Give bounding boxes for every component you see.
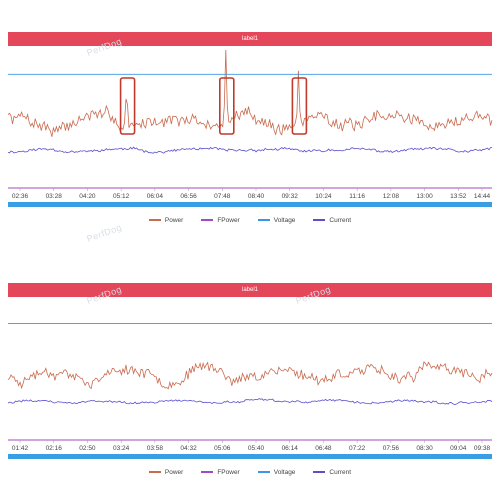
chart-title: label1 (241, 287, 258, 293)
x-tick-label: 09:32 (282, 193, 299, 200)
legend-item-fpower[interactable]: FPower (201, 468, 240, 476)
legend-label: Power (164, 216, 184, 224)
legend-item-power[interactable]: Power (148, 216, 184, 224)
x-tick-label: 09:38 (474, 445, 491, 452)
legend-label: Voltage (273, 216, 296, 224)
time-range-bar (8, 202, 492, 207)
x-tick-label: 05:40 (248, 445, 265, 452)
legend-1: Power FPower Voltage Current (0, 214, 500, 226)
x-tick-label: 13:00 (416, 193, 433, 200)
chart-title-bar: label1 (8, 32, 492, 46)
x-tick-label: 07:22 (349, 445, 366, 452)
x-tick-label: 04:32 (180, 445, 197, 452)
legend-item-voltage[interactable]: Voltage (257, 216, 296, 224)
x-tick-label: 06:56 (180, 193, 197, 200)
x-tick-label: 03:28 (46, 193, 63, 200)
legend-swatch (313, 471, 326, 473)
spike-highlight-box (291, 77, 308, 135)
legend-item-current[interactable]: Current (313, 469, 351, 476)
legend-swatch (201, 219, 214, 221)
x-tick-label: 06:48 (315, 445, 332, 452)
legend-swatch (148, 471, 161, 473)
x-tick-label: 08:40 (248, 193, 265, 200)
x-tick-label: 06:04 (147, 193, 164, 200)
legend-item-current[interactable]: Current (313, 217, 351, 224)
chart-title-bar: label1 (8, 283, 492, 297)
series-line-power (7, 361, 493, 390)
x-tick-label: 10:24 (315, 193, 332, 200)
spike-highlight-box (119, 77, 136, 135)
legend-label: Voltage (273, 468, 296, 476)
x-tick-label: 07:56 (383, 445, 400, 452)
line-chart-1: 02:36 03:28 04:20 05:12 06:04 06:56 07:48 08:40… (7, 50, 493, 207)
x-tick-label: 03:24 (113, 445, 130, 452)
x-tick-label: 14:44 (474, 193, 491, 200)
x-tick-label: 13:52 (450, 193, 467, 200)
chart-panel-1: label1 02:36 03:28 04:20 05:12 06:04 06:56 07:… (0, 32, 500, 244)
chart-title: label1 (241, 36, 258, 42)
x-tick-label: 02:36 (12, 193, 29, 200)
time-range-bar (8, 454, 492, 459)
x-tick-label: 05:06 (214, 445, 231, 452)
x-tick-label: 02:16 (46, 445, 63, 452)
legend-label: FPower (217, 468, 240, 476)
series-line-current (7, 146, 493, 154)
x-tick-label: 04:20 (79, 193, 96, 200)
legend-item-voltage[interactable]: Voltage (257, 468, 296, 476)
legend-swatch (313, 219, 326, 221)
legend-swatch (148, 219, 161, 221)
x-tick-label: 12:08 (383, 193, 400, 200)
x-tick-label: 05:12 (113, 193, 130, 200)
x-tick-label: 07:48 (214, 193, 231, 200)
legend-label: Power (164, 468, 184, 476)
x-tick-label: 02:50 (79, 445, 96, 452)
series-line-current (7, 398, 493, 405)
x-tick-label: 11:16 (349, 193, 365, 200)
x-tick-label: 01:42 (12, 445, 29, 452)
legend-label: Current (329, 468, 352, 476)
series-line-power (7, 50, 493, 137)
legend-label: FPower (217, 216, 240, 224)
spike-highlight-box (219, 77, 235, 135)
chart-panel-2: label1 01:42 02:16 02:50 03:24 03:58 04:32 05:… (0, 250, 500, 500)
x-tick-label: 06:14 (282, 445, 299, 452)
legend-item-power[interactable]: Power (148, 468, 184, 476)
legend-swatch (257, 471, 270, 473)
legend-2: Power FPower Voltage Current (0, 466, 500, 478)
x-tick-label: 03:58 (147, 445, 164, 452)
legend-swatch (201, 471, 214, 473)
line-chart-2: 01:42 02:16 02:50 03:24 03:58 04:32 05:06 05:40… (7, 323, 493, 459)
legend-swatch (257, 219, 270, 221)
x-tick-label: 09:04 (450, 445, 467, 452)
x-tick-label: 08:30 (416, 445, 433, 452)
legend-label: Current (329, 216, 352, 224)
legend-item-fpower[interactable]: FPower (201, 216, 240, 224)
